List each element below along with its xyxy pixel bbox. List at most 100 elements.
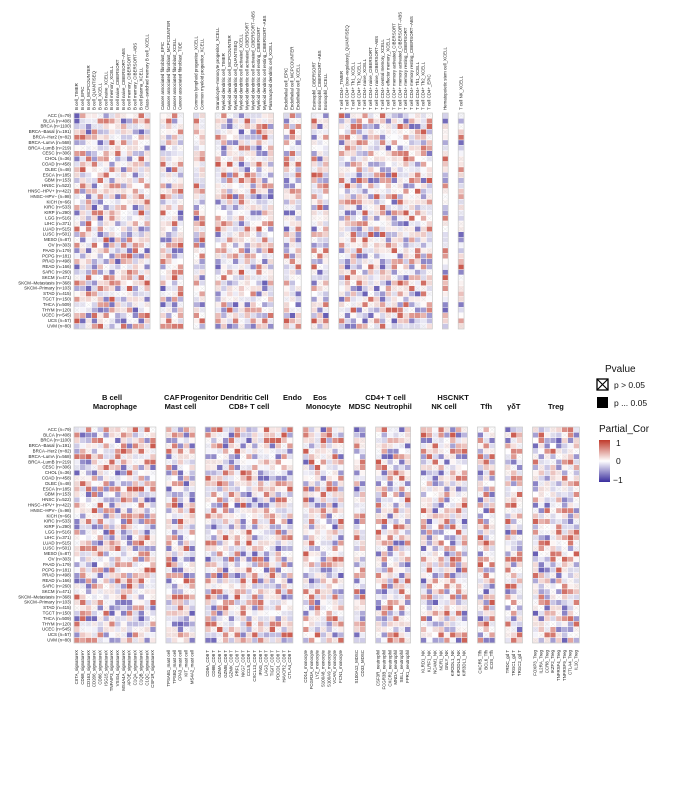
heatmap-cell [193, 161, 200, 168]
heatmap-cell [138, 182, 145, 189]
heatmap-cell [120, 615, 127, 622]
nonsignificant-mark [115, 129, 121, 134]
heatmap-cell [426, 177, 433, 184]
heatmap-cell [367, 193, 375, 200]
heatmap-cell [238, 177, 245, 184]
heatmap-cell [426, 274, 433, 281]
heatmap-cell [257, 594, 264, 601]
heatmap-cell [238, 193, 245, 200]
heatmap-cell [379, 264, 386, 270]
heatmap-cell [373, 134, 380, 141]
heatmap-cell [120, 594, 127, 601]
heatmap-cell [85, 605, 92, 611]
heatmap-cell [244, 226, 251, 232]
heatmap-cell [458, 150, 465, 157]
heatmap-cell [402, 155, 410, 162]
nonsignificant-mark [245, 200, 250, 205]
nonsignificant-mark [139, 270, 144, 275]
heatmap-cell [245, 540, 253, 547]
heatmap-cell [97, 285, 104, 292]
heatmap-cell [171, 594, 178, 601]
heatmap-cell [204, 567, 212, 574]
nonsignificant-mark [245, 151, 250, 156]
heatmap-cell [171, 182, 178, 189]
heatmap-cell [458, 177, 465, 184]
heatmap-cell [132, 128, 139, 135]
heatmap-cell [232, 280, 239, 286]
heatmap-cell [426, 128, 433, 135]
heatmap-cell [414, 139, 421, 146]
heatmap-cell [91, 182, 98, 189]
heatmap-cell [275, 588, 282, 595]
nonsignificant-mark [178, 318, 183, 323]
heatmap-cell [108, 209, 116, 216]
heatmap-cell [210, 561, 218, 568]
heatmap-cell [240, 513, 247, 520]
heatmap-cell [177, 540, 184, 547]
heatmap-cell [126, 242, 133, 249]
heatmap-cell [356, 155, 363, 162]
heatmap-cell [216, 475, 223, 482]
heatmap-cell [261, 123, 269, 130]
nonsignificant-mark [262, 243, 268, 248]
row-label: SKCM−Primary (n=103) [24, 286, 71, 291]
heatmap-cell [177, 253, 184, 259]
heatmap-cell [120, 502, 127, 509]
heatmap-cell [222, 426, 229, 433]
column-label: Class−switched memory B cell_XCELL [144, 33, 149, 110]
heatmap-cell [171, 588, 178, 595]
heatmap-cell [397, 253, 404, 259]
nonsignificant-mark [290, 291, 295, 296]
nonsignificant-mark [133, 113, 138, 118]
heatmap-cell [289, 280, 296, 286]
heatmap-cell [73, 161, 81, 168]
heatmap-cell [286, 534, 294, 541]
heatmap-cell [222, 486, 229, 492]
heatmap-cell [385, 161, 392, 168]
heatmap-cell [373, 274, 380, 281]
heatmap-cell [414, 199, 421, 205]
nonsignificant-mark [290, 162, 295, 167]
heatmap-cell [210, 518, 218, 525]
nonsignificant-mark [199, 308, 205, 313]
heatmap-cell [85, 453, 92, 460]
heatmap-cell [234, 556, 241, 563]
heatmap-cell [189, 605, 196, 611]
heatmap-cell [281, 588, 288, 595]
heatmap-cell [244, 242, 251, 249]
nonsignificant-mark [80, 200, 86, 205]
row-label: OV (n=303) [48, 556, 71, 561]
heatmap-cell [108, 448, 116, 455]
heatmap-cell [189, 470, 196, 476]
heatmap-cell [275, 448, 282, 455]
heatmap-cell [177, 572, 184, 579]
heatmap-cell [91, 545, 98, 552]
heatmap-cell [183, 486, 190, 492]
heatmap-cell [263, 437, 270, 444]
heatmap-cell [245, 615, 253, 622]
heatmap-cell [228, 626, 235, 633]
heatmap-cell [73, 177, 81, 184]
heatmap-cell [314, 561, 321, 568]
heatmap-cell [149, 637, 157, 644]
heatmap-cell [97, 155, 104, 162]
nonsignificant-mark [133, 135, 138, 140]
heatmap-cell [314, 464, 321, 471]
heatmap-cell [108, 128, 116, 135]
column-label: PDCD1_CD8 T [275, 650, 280, 680]
heatmap-cell [165, 280, 172, 286]
heatmap-cell [85, 588, 92, 595]
heatmap-cell [91, 578, 98, 584]
row-label: UCS (n=57) [48, 632, 72, 637]
heatmap-cell [238, 226, 245, 232]
heatmap-cell [97, 128, 104, 135]
row-label: DLBC (n=48) [45, 167, 71, 172]
heatmap-cell [114, 437, 121, 444]
heatmap-cell [143, 545, 151, 552]
nonsignificant-mark [74, 221, 80, 226]
heatmap-cell [234, 621, 241, 628]
heatmap-cell [85, 134, 92, 141]
heatmap-cell [177, 513, 184, 520]
heatmap-cell [103, 453, 110, 460]
heatmap-cell [97, 448, 104, 455]
